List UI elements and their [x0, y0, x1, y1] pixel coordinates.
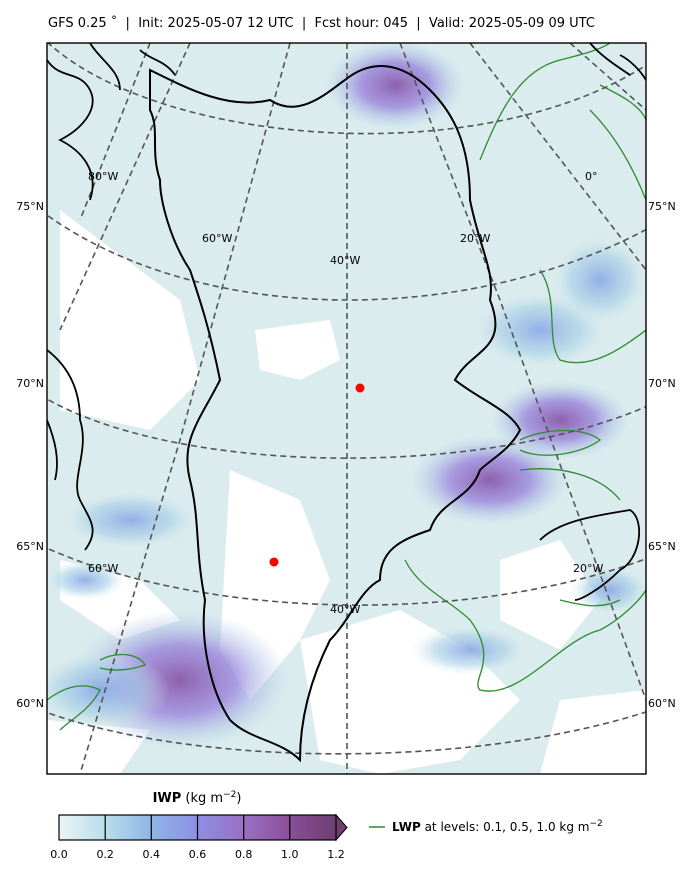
lat-label-right: 70°N — [648, 377, 676, 390]
canada-coastline — [47, 43, 646, 601]
colorbar-tick: 1.2 — [327, 848, 345, 861]
map-frame — [46, 42, 647, 775]
lwp-legend: LWP at levels: 0.1, 0.5, 1.0 kg m−2 — [369, 819, 603, 834]
colorbar-tick: 0.2 — [96, 848, 114, 861]
lat-label-right: 75°N — [648, 200, 676, 213]
longitude-labels: 80°W 60°W 40°W 20°W 0° 60°W 40°W 20°W — [88, 170, 603, 616]
lon-label: 20°W — [460, 232, 490, 245]
lat-label-left: 60°N — [16, 697, 44, 710]
colorbar-extend-arrow — [335, 813, 348, 842]
graticule — [47, 43, 646, 774]
colorbar-tick: 0.4 — [143, 848, 161, 861]
legend-label: LWP at levels: 0.1, 0.5, 1.0 kg m−2 — [392, 819, 603, 834]
lwp-contours — [47, 43, 646, 731]
lon-label: 0° — [585, 170, 598, 183]
lat-label-left: 70°N — [16, 377, 44, 390]
lon-label: 40°W — [330, 254, 360, 267]
lon-label: 60°W — [202, 232, 232, 245]
red-marker — [355, 383, 365, 393]
figure-title: GFS 0.25 ˚ | Init: 2025-05-07 12 UTC | F… — [48, 16, 595, 31]
colorbar-tick: 0.6 — [189, 848, 207, 861]
colorbar-tick: 0.0 — [50, 848, 68, 861]
lon-label: 20°W — [573, 562, 603, 575]
colorbar-dividers — [104, 815, 291, 840]
colorbar-title: IWP (kg m−2) — [153, 790, 242, 806]
lat-label-right: 65°N — [648, 540, 676, 553]
colorbar-tick: 0.8 — [235, 848, 253, 861]
greenland-coastline — [149, 65, 522, 763]
lat-label-right: 60°N — [648, 697, 676, 710]
iwp-colorbar: IWP (kg m−2) 0.0 0.2 0.4 0.6 0.8 1.0 1.2 — [50, 790, 348, 861]
iwp-field — [47, 43, 646, 774]
lon-label: 80°W — [88, 170, 118, 183]
colorbar-tick: 1.0 — [281, 848, 299, 861]
lat-label-left: 75°N — [16, 200, 44, 213]
lon-label: 60°W — [88, 562, 118, 575]
red-marker — [269, 557, 279, 567]
lat-label-left: 65°N — [16, 540, 44, 553]
latitude-labels: 75°N 70°N 65°N 60°N 75°N 70°N 65°N 60°N — [16, 200, 675, 710]
colorbar-ticks: 0.0 0.2 0.4 0.6 0.8 1.0 1.2 — [50, 848, 345, 861]
lon-label: 40°W — [330, 603, 360, 616]
